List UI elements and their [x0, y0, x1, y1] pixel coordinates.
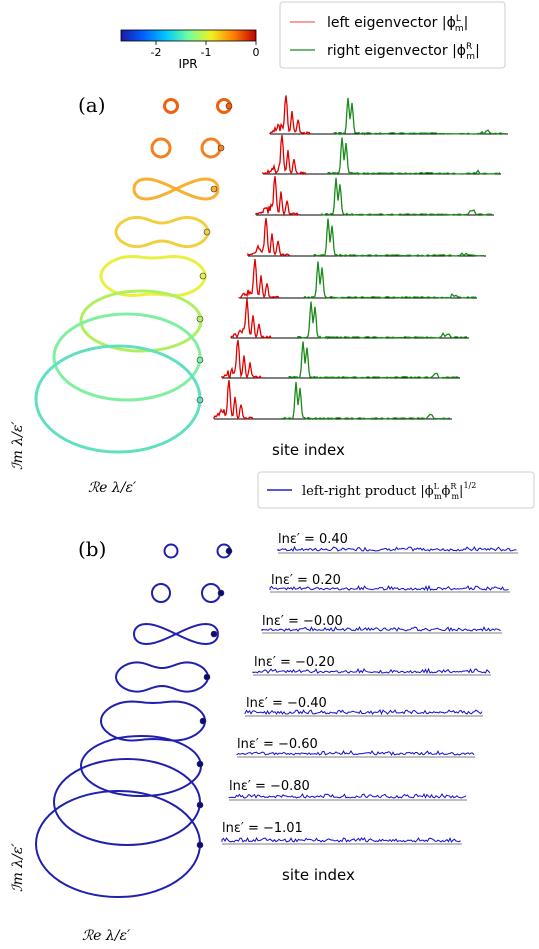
epsilon-label: lnε′ = −0.40: [246, 696, 327, 711]
spectrum-marker: [210, 630, 218, 638]
right-eigenvector-trace: [321, 177, 493, 216]
right-eigenvector-trace: [313, 218, 485, 257]
left-eigenvector-trace: [255, 176, 300, 217]
right-eigenvector-trace: [333, 97, 507, 136]
product-trace: [269, 584, 509, 592]
panel-b-product-traces: [221, 545, 518, 845]
product-trace: [252, 667, 491, 675]
spectrum-marker: [225, 547, 233, 555]
panel-b-xlabel: ℛe λ/ε′: [82, 928, 131, 944]
colorbar-gradient: [120, 29, 257, 42]
spectrum-marker: [196, 396, 204, 404]
left-eigenvector-trace: [238, 259, 280, 299]
spectrum-marker: [217, 144, 225, 152]
epsilon-label: lnε′ = −0.60: [237, 737, 318, 752]
legend-left-eigenvector: left eigenvector |ϕL m|: [327, 14, 468, 34]
spectrum-loop: [151, 583, 221, 603]
right-eigenvector-trace: [327, 137, 501, 176]
spectrum-marker: [225, 102, 233, 110]
product-trace: [261, 625, 501, 632]
spectrum-loop: [115, 661, 209, 693]
panel-b-label: (b): [78, 537, 106, 561]
panel-b-spectra: [35, 543, 233, 898]
spectrum-marker: [196, 801, 204, 809]
spectrum-marker: [203, 673, 211, 681]
spectrum-marker: [199, 272, 207, 280]
spectrum-loop: [35, 790, 201, 898]
spectrum-marker: [196, 315, 204, 323]
legend-left-right-product: left-right product |ϕL mϕR m|1/2: [302, 481, 476, 501]
colorbar-tick-label: -1: [201, 46, 212, 59]
spectrum-marker: [196, 841, 204, 849]
panel-a-eigenvector-traces: [213, 95, 508, 421]
epsilon-label: lnε′ = 0.40: [278, 532, 348, 547]
spectrum-loop: [79, 289, 203, 353]
spectrum-loop: [100, 700, 206, 742]
spectrum-marker: [196, 356, 204, 364]
colorbar-label: IPR: [178, 57, 197, 71]
product-trace: [228, 792, 467, 799]
right-eigenvector-trace: [296, 301, 468, 340]
left-eigenvector-trace: [262, 135, 307, 175]
epsilon-label: lnε′ = −0.80: [229, 779, 310, 794]
spectrum-marker: [203, 228, 211, 236]
panel-a-legend: left eigenvector |ϕL m| right eigenvector…: [279, 1, 506, 69]
spectrum-loop: [133, 623, 219, 645]
panel-b-site-index: site index: [282, 866, 355, 884]
product-trace: [221, 837, 461, 843]
product-trace: [236, 750, 475, 757]
spectrum-loop: [163, 543, 232, 559]
spectrum-loop: [163, 98, 232, 114]
left-eigenvector-trace: [221, 339, 263, 380]
left-eigenvector-trace: [230, 298, 272, 340]
panel-a-ylabel: ℐm λ/ε′: [10, 421, 26, 470]
epsilon-label: lnε′ = −1.01: [222, 821, 303, 836]
colorbar-ticks: -2 -1 0: [151, 41, 260, 59]
spectrum-loop: [52, 312, 202, 402]
product-trace: [244, 709, 483, 716]
right-eigenvector-trace: [303, 261, 477, 300]
spectrum-marker: [199, 717, 207, 725]
left-eigenvector-trace: [247, 217, 291, 257]
right-eigenvector-trace: [281, 381, 451, 421]
left-eigenvector-trace: [213, 380, 254, 421]
spectrum-loop: [99, 255, 207, 297]
spectrum-marker: [217, 589, 225, 597]
spectrum-marker: [210, 185, 218, 193]
spectrum-loop: [80, 735, 202, 797]
panel-b-legend: left-right product |ϕL mϕR m|1/2: [257, 471, 535, 509]
epsilon-label: lnε′ = −0.20: [254, 655, 335, 670]
panel-b-legend-box: [257, 471, 535, 509]
epsilon-label: lnε′ = −0.00: [262, 614, 343, 629]
panel-a-label: (a): [78, 93, 106, 117]
spectrum-loop: [114, 215, 210, 249]
panel-a-site-index: site index: [272, 441, 345, 459]
right-eigenvector-trace: [288, 341, 460, 379]
spectrum-loop: [150, 137, 222, 159]
product-trace: [277, 545, 517, 552]
spectrum-marker: [196, 760, 204, 768]
panel-b-ylabel: ℐm λ/ε′: [10, 843, 26, 892]
epsilon-label: lnε′ = 0.20: [271, 573, 341, 588]
legend-right-eigenvector: right eigenvector |ϕR m|: [327, 42, 480, 62]
spectrum-loop: [132, 177, 220, 201]
panel-a-legend-box: [279, 1, 506, 69]
panel-a-xlabel: ℛe λ/ε′: [88, 480, 137, 496]
colorbar-tick-label: 0: [253, 46, 260, 59]
colorbar: -2 -1 0 IPR: [120, 29, 260, 71]
colorbar-tick-label: -2: [151, 46, 162, 59]
spectrum-loop: [53, 758, 201, 846]
left-eigenvector-trace: [269, 95, 311, 135]
spectrum-loop: [34, 344, 202, 454]
panel-b-epsilon-labels: lnε′ = 0.40 lnε′ = 0.20 lnε′ = −0.00 lnε′ =…: [222, 532, 348, 836]
panel-a-spectra: [34, 98, 233, 454]
